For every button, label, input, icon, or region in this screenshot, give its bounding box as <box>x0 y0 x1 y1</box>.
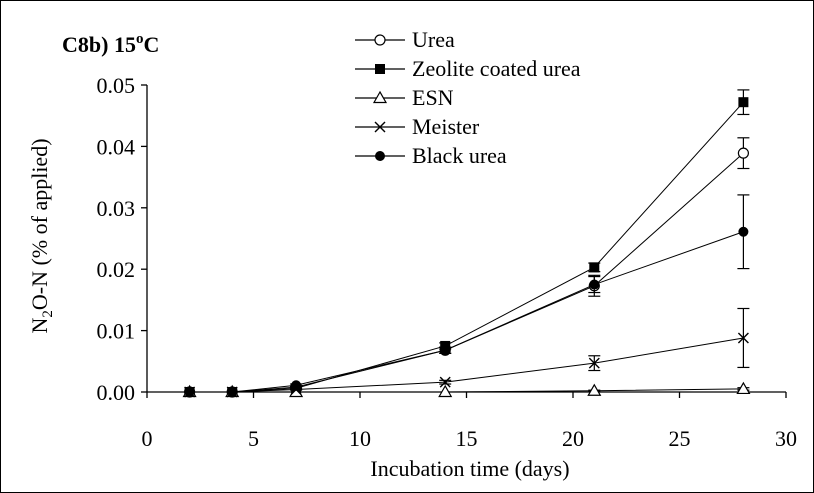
plot-area <box>182 89 751 398</box>
data-point <box>587 383 602 396</box>
legend-marker <box>374 34 386 46</box>
series-meister <box>184 307 750 398</box>
y-tick-label: 0.05 <box>97 73 136 98</box>
legend-label: Zeolite coated urea <box>412 56 581 81</box>
y-tick-label: 0.02 <box>97 257 136 282</box>
y-axis-title: N2O-N (% of applied) <box>27 138 56 333</box>
x-tick-label: 0 <box>142 426 153 451</box>
legend-entry-urea: Urea <box>355 27 455 52</box>
series-line <box>189 152 744 393</box>
legend-label: Urea <box>412 27 455 52</box>
panel-label: C8b) 15oC <box>62 31 159 57</box>
legend-marker <box>374 121 386 133</box>
legend-marker <box>372 90 388 104</box>
series-line <box>189 337 744 393</box>
data-point <box>184 387 195 397</box>
series-line <box>189 231 744 393</box>
x-tick-label: 20 <box>562 426 584 451</box>
data-point <box>736 381 751 395</box>
legend-entry-esn: ESN <box>355 85 454 110</box>
data-point <box>737 147 750 159</box>
data-point <box>589 262 600 273</box>
legend-entry-zeolite-coated-urea: Zeolite coated urea <box>355 56 581 81</box>
x-tick-label: 10 <box>349 426 371 451</box>
data-point <box>289 384 304 398</box>
data-point <box>737 332 749 344</box>
data-point <box>738 226 749 237</box>
data-point <box>291 380 302 391</box>
legend: Urea Zeolite coated urea ESN Meister Black u… <box>355 27 581 168</box>
y-tick-label: 0.04 <box>97 134 136 159</box>
data-point <box>440 345 451 356</box>
data-point <box>227 387 238 397</box>
x-tick-label: 25 <box>669 426 691 451</box>
y-tick-label: 0.01 <box>97 319 136 344</box>
x-axis-title: Incubation time (days) <box>370 456 569 481</box>
y-tick-label: 0.03 <box>97 196 136 221</box>
data-point <box>439 376 451 388</box>
x-tick-label: 15 <box>456 426 478 451</box>
legend-label: Meister <box>412 114 480 139</box>
data-point <box>738 97 749 108</box>
legend-label: ESN <box>412 85 454 110</box>
series-urea <box>184 137 750 398</box>
x-tick-label: 5 <box>248 426 259 451</box>
data-point <box>589 279 600 290</box>
y-tick-label: 0.00 <box>97 380 136 405</box>
legend-label: Black urea <box>412 143 507 168</box>
legend-marker <box>375 64 385 74</box>
legend-marker <box>375 151 385 161</box>
data-point <box>438 384 453 398</box>
tick-labels: 0 5 10 15 20 25 30 0.00 0.01 0.02 0.03 0.04 0.05 <box>97 73 798 451</box>
legend-entry-meister: Meister <box>355 114 480 139</box>
legend-entry-black-urea: Black urea <box>355 143 507 168</box>
data-point <box>588 357 600 369</box>
x-tick-label: 30 <box>775 426 797 451</box>
series-black-urea <box>184 194 750 397</box>
